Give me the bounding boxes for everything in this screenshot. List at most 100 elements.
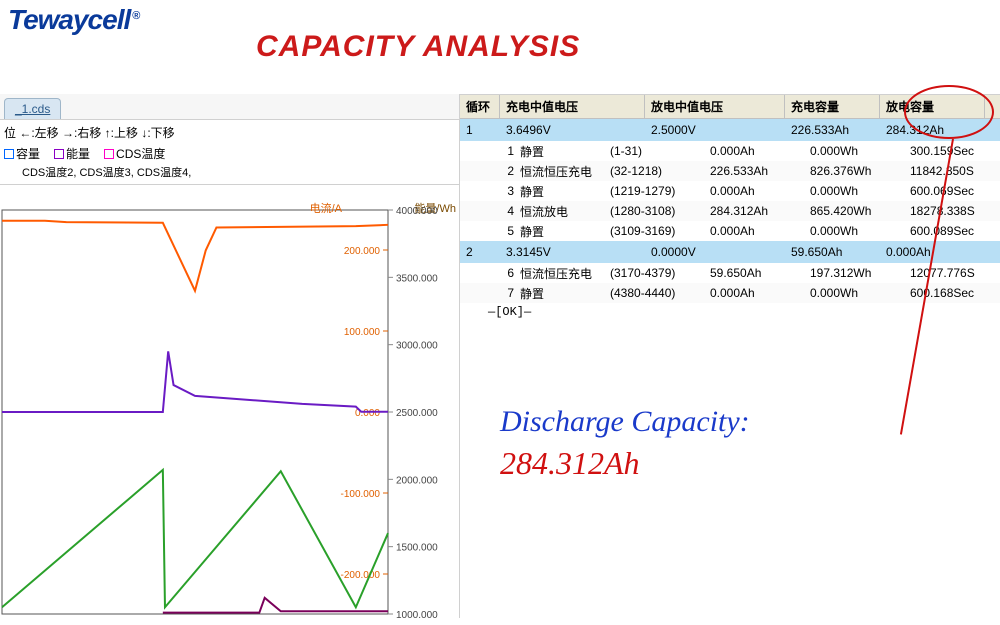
svg-text:-100.000: -100.000 bbox=[341, 489, 381, 500]
ok-marker: —[OK]— bbox=[460, 303, 1000, 321]
col-charge-v[interactable]: 充电中值电压 bbox=[500, 95, 645, 118]
cell-idx: 5 bbox=[490, 224, 520, 238]
cell-idx: 2 bbox=[490, 164, 520, 178]
col-discharge-cap[interactable]: 放电容量 bbox=[880, 95, 985, 118]
cell-ah: 0.000Ah bbox=[710, 184, 810, 198]
detail-row[interactable]: 7静置(4380-4440)0.000Ah0.000Wh600.168Sec bbox=[460, 283, 1000, 303]
cell-ah: 226.533Ah bbox=[710, 164, 810, 178]
col-discharge-v[interactable]: 放电中值电压 bbox=[645, 95, 785, 118]
cell-dv: 0.0000V bbox=[645, 245, 785, 259]
cell-range: (3109-3169) bbox=[610, 224, 710, 238]
cell-range: (1280-3108) bbox=[610, 204, 710, 218]
cell-dv: 2.5000V bbox=[645, 123, 785, 137]
callout: Discharge Capacity: 284.312Ah bbox=[500, 405, 750, 482]
file-tab[interactable]: _1.cds bbox=[4, 98, 61, 119]
cell-idx: 4 bbox=[490, 204, 520, 218]
cell-step: 恒流放电 bbox=[520, 203, 610, 220]
table-body: 13.6496V2.5000V226.533Ah284.312Ah1静置(1-3… bbox=[460, 119, 1000, 321]
svg-text:-200.000: -200.000 bbox=[341, 570, 381, 581]
svg-text:3000.000: 3000.000 bbox=[396, 341, 438, 352]
legend-item-cds-temp[interactable]: CDS温度 bbox=[104, 145, 165, 162]
cell-cv: 3.3145V bbox=[500, 245, 645, 259]
cell-wh: 0.000Wh bbox=[810, 184, 910, 198]
sub-legend: CDS温度2, CDS温度3, CDS温度4, bbox=[4, 164, 455, 180]
svg-text:2500.000: 2500.000 bbox=[396, 408, 438, 419]
cell-time: 12077.776S bbox=[910, 266, 1000, 280]
cell-idx: 1 bbox=[490, 144, 520, 158]
detail-row[interactable]: 6恒流恒压充电(3170-4379)59.650Ah197.312Wh12077… bbox=[460, 263, 1000, 283]
detail-row[interactable]: 2恒流恒压充电(32-1218)226.533Ah826.376Wh11842.… bbox=[460, 161, 1000, 181]
legend-item-energy[interactable]: 能量 bbox=[54, 145, 90, 162]
detail-row[interactable]: 1静置(1-31)0.000Ah0.000Wh300.159Sec bbox=[460, 141, 1000, 161]
cell-time: 600.069Sec bbox=[910, 184, 1000, 198]
cell-wh: 197.312Wh bbox=[810, 266, 910, 280]
cell-step: 静置 bbox=[520, 285, 610, 302]
callout-value: 284.312Ah bbox=[500, 445, 750, 482]
cell-cycle: 1 bbox=[460, 123, 500, 137]
cell-step: 恒流恒压充电 bbox=[520, 163, 610, 180]
cell-time: 11842.850S bbox=[910, 164, 1000, 178]
cell-range: (32-1218) bbox=[610, 164, 710, 178]
summary-row[interactable]: 13.6496V2.5000V226.533Ah284.312Ah bbox=[460, 119, 1000, 141]
detail-row[interactable]: 4恒流放电(1280-3108)284.312Ah865.420Wh18278.… bbox=[460, 201, 1000, 221]
svg-text:1000.000: 1000.000 bbox=[396, 610, 438, 621]
cell-wh: 0.000Wh bbox=[810, 224, 910, 238]
cell-ah: 0.000Ah bbox=[710, 286, 810, 300]
cell-step: 恒流恒压充电 bbox=[520, 265, 610, 282]
cell-time: 300.159Sec bbox=[910, 144, 1000, 158]
cell-cycle: 2 bbox=[460, 245, 500, 259]
callout-label: Discharge Capacity: bbox=[500, 405, 750, 439]
col-cycle[interactable]: 循环 bbox=[460, 95, 500, 118]
tab-bar: _1.cds bbox=[0, 94, 459, 120]
legend-item-capacity[interactable]: 容量 bbox=[4, 145, 40, 162]
cell-step: 静置 bbox=[520, 183, 610, 200]
cell-cc: 226.533Ah bbox=[785, 123, 880, 137]
swatch-cds-temp bbox=[104, 149, 114, 159]
left-panel: _1.cds 位 ←:左移 →:右移 ↑:上移 ↓:下移 容量 能量 CDS温度… bbox=[0, 94, 459, 618]
cell-step: 静置 bbox=[520, 223, 610, 240]
svg-text:1500.000: 1500.000 bbox=[396, 543, 438, 554]
swatch-capacity bbox=[4, 149, 14, 159]
cell-dc: 284.312Ah bbox=[880, 123, 985, 137]
cell-step: 静置 bbox=[520, 143, 610, 160]
cell-range: (1-31) bbox=[610, 144, 710, 158]
cell-time: 18278.338S bbox=[910, 204, 1000, 218]
swatch-energy bbox=[54, 149, 64, 159]
cell-idx: 6 bbox=[490, 266, 520, 280]
nav-hints: 位 ←:左移 →:右移 ↑:上移 ↓:下移 bbox=[4, 124, 455, 141]
cell-idx: 3 bbox=[490, 184, 520, 198]
svg-text:电流/A: 电流/A bbox=[310, 202, 343, 215]
cell-ah: 0.000Ah bbox=[710, 144, 810, 158]
cell-cv: 3.6496V bbox=[500, 123, 645, 137]
cell-time: 600.089Sec bbox=[910, 224, 1000, 238]
cell-ah: 284.312Ah bbox=[710, 204, 810, 218]
cell-range: (1219-1279) bbox=[610, 184, 710, 198]
chart-area: 能量/Wh4000.0003500.0003000.0002500.000200… bbox=[0, 202, 460, 622]
detail-row[interactable]: 3静置(1219-1279)0.000Ah0.000Wh600.069Sec bbox=[460, 181, 1000, 201]
svg-text:4000.000: 4000.000 bbox=[396, 206, 438, 217]
svg-text:200.000: 200.000 bbox=[344, 246, 381, 257]
brand-reg: ® bbox=[132, 10, 139, 22]
chart-legend: 容量 能量 CDS温度 bbox=[4, 145, 455, 162]
brand-name: Tewaycell bbox=[8, 4, 130, 35]
cell-wh: 0.000Wh bbox=[810, 286, 910, 300]
detail-row[interactable]: 5静置(3109-3169)0.000Ah0.000Wh600.089Sec bbox=[460, 221, 1000, 241]
summary-row[interactable]: 23.3145V0.0000V59.650Ah0.000Ah bbox=[460, 241, 1000, 263]
brand-logo: Tewaycell® bbox=[8, 4, 139, 36]
right-panel: 循环 充电中值电压 放电中值电压 充电容量 放电容量 13.6496V2.500… bbox=[459, 94, 1000, 618]
col-charge-cap[interactable]: 充电容量 bbox=[785, 95, 880, 118]
app-body: _1.cds 位 ←:左移 →:右移 ↑:上移 ↓:下移 容量 能量 CDS温度… bbox=[0, 94, 1000, 618]
svg-text:100.000: 100.000 bbox=[344, 327, 381, 338]
svg-text:3500.000: 3500.000 bbox=[396, 273, 438, 284]
cell-ah: 59.650Ah bbox=[710, 266, 810, 280]
table-header: 循环 充电中值电压 放电中值电压 充电容量 放电容量 bbox=[460, 95, 1000, 119]
cell-ah: 0.000Ah bbox=[710, 224, 810, 238]
line-chart: 能量/Wh4000.0003500.0003000.0002500.000200… bbox=[0, 202, 460, 622]
cell-range: (4380-4440) bbox=[610, 286, 710, 300]
cell-wh: 865.420Wh bbox=[810, 204, 910, 218]
controls-row: 位 ←:左移 →:右移 ↑:上移 ↓:下移 容量 能量 CDS温度 CDS温度2… bbox=[0, 120, 459, 185]
cell-wh: 0.000Wh bbox=[810, 144, 910, 158]
cell-wh: 826.376Wh bbox=[810, 164, 910, 178]
page-title: CAPACITY ANALYSIS bbox=[256, 30, 580, 64]
svg-text:2000.000: 2000.000 bbox=[396, 475, 438, 486]
